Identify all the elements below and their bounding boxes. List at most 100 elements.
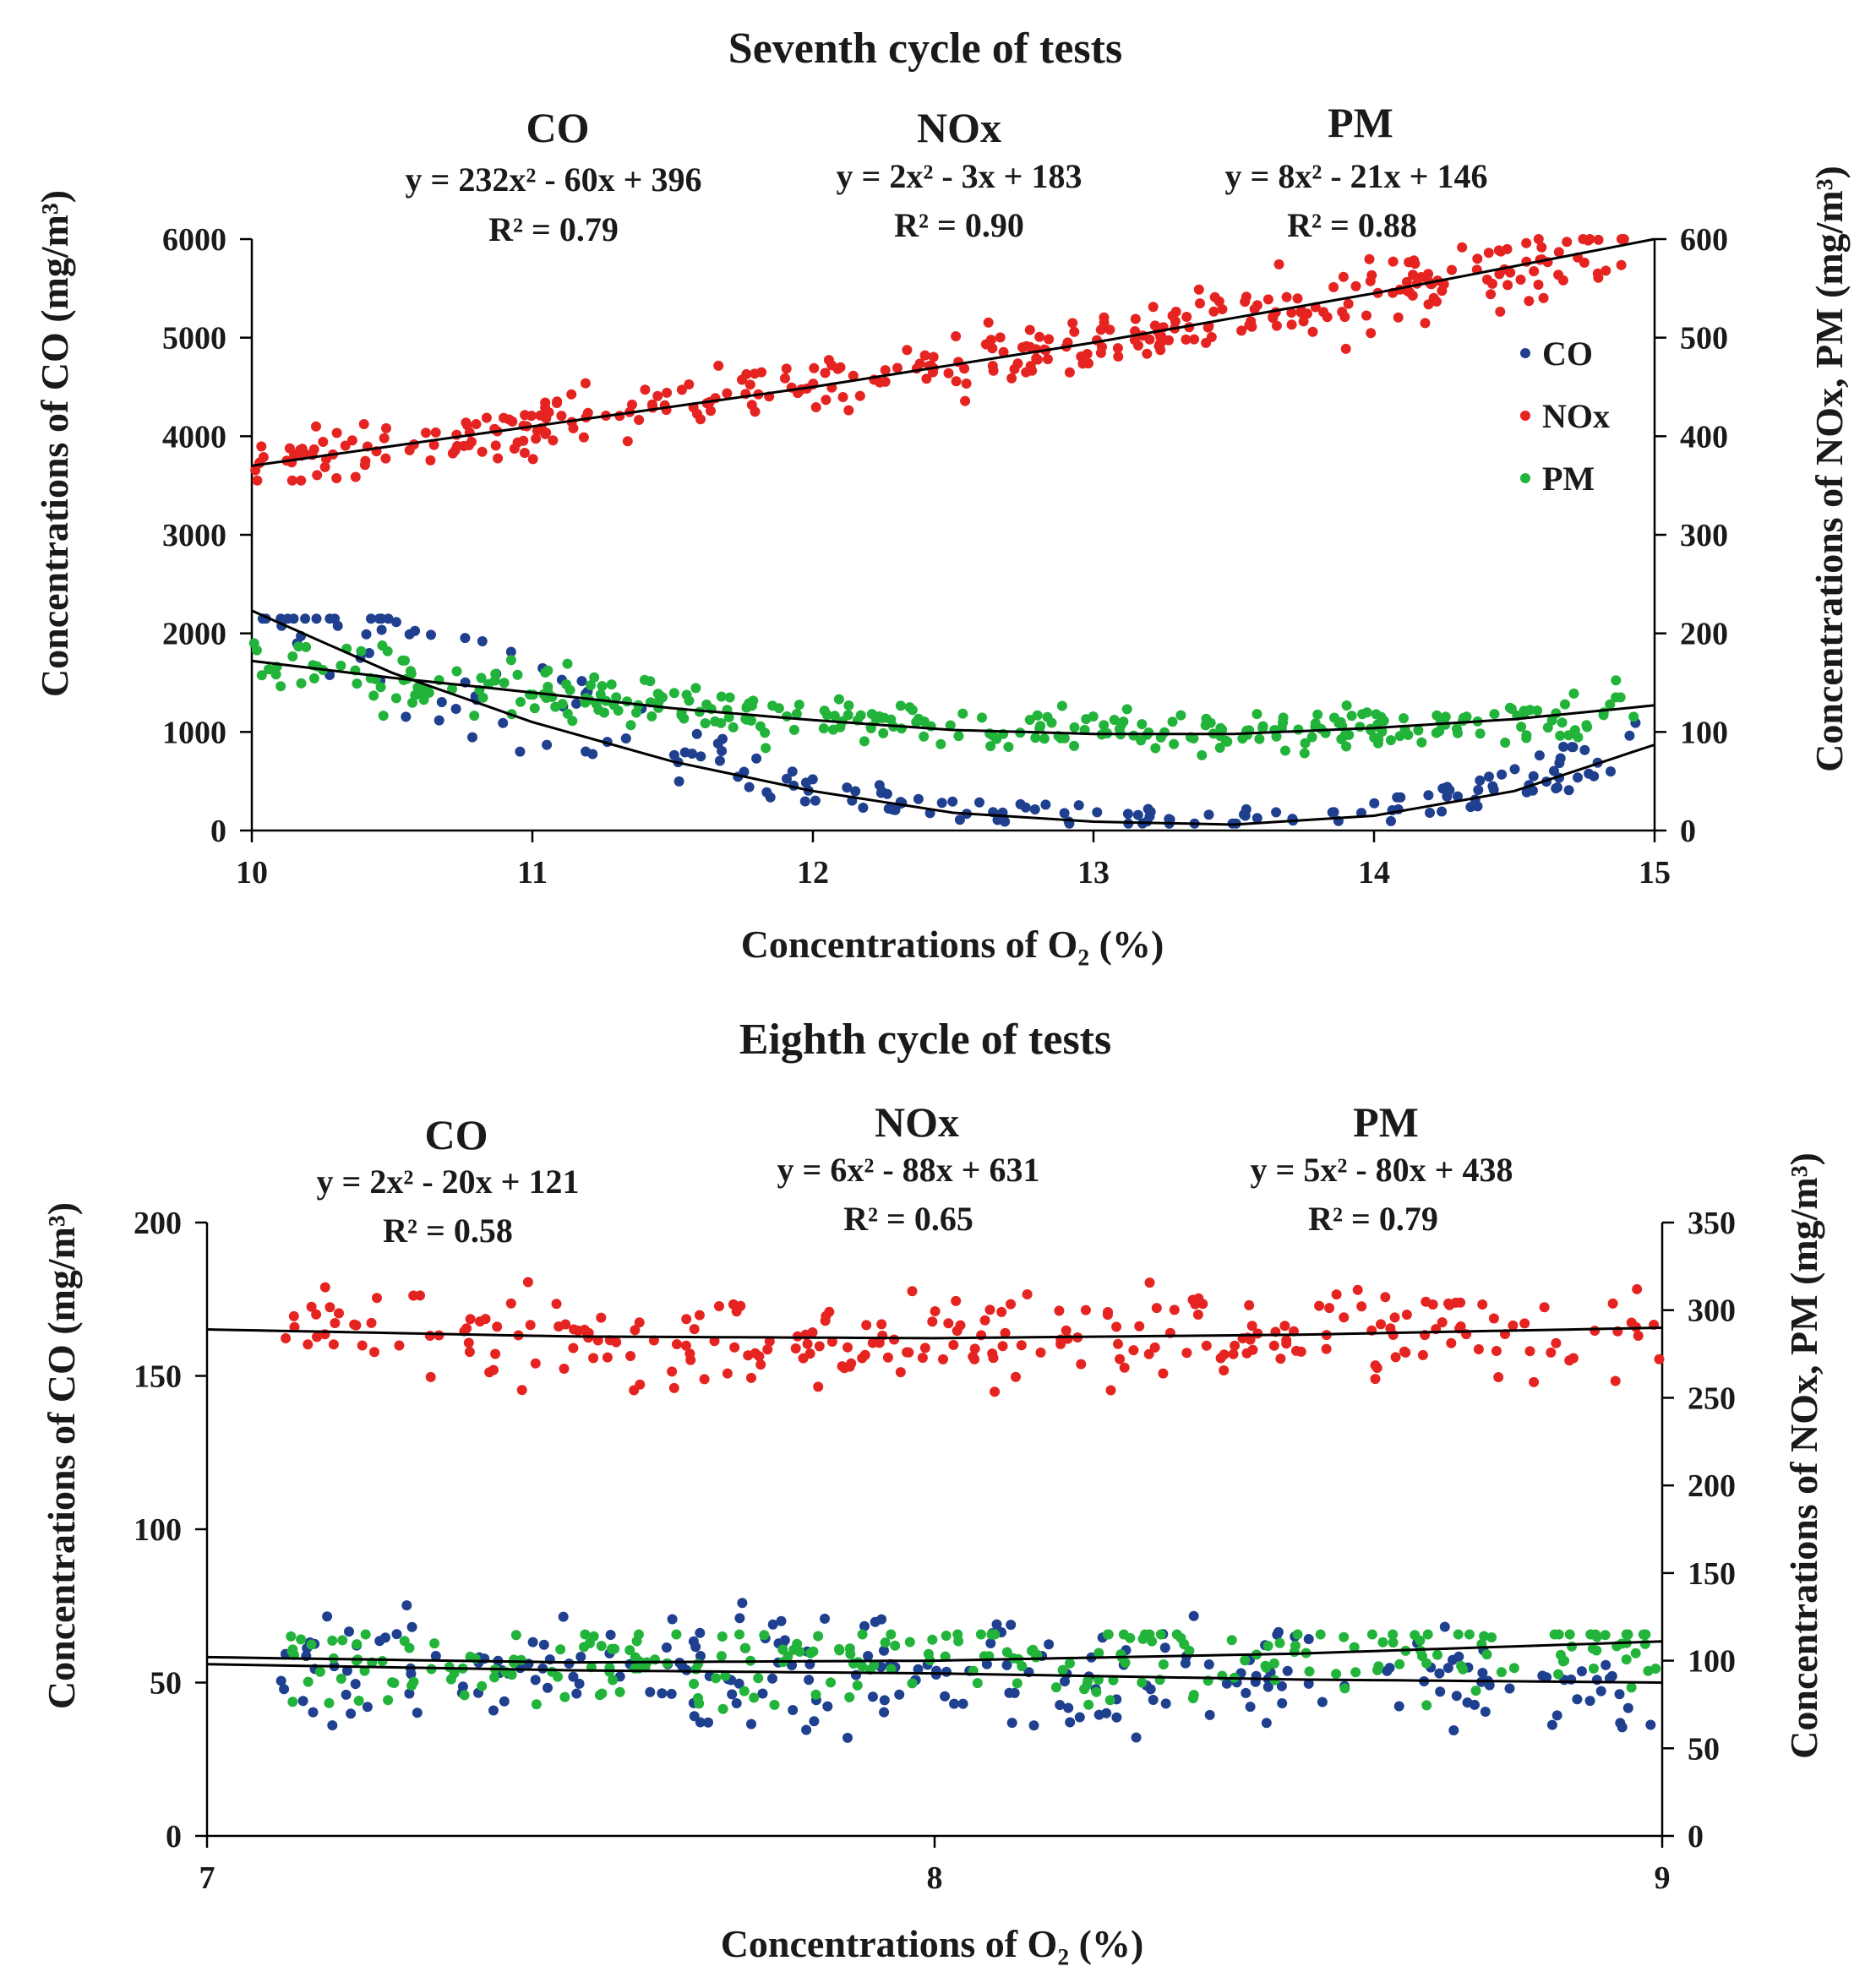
data-point-nox (566, 389, 577, 400)
data-point-co (1204, 1709, 1215, 1720)
data-point-co (985, 1638, 996, 1648)
data-point-nox (1488, 1313, 1499, 1324)
data-point-pm (886, 1629, 897, 1640)
data-point-co (575, 1652, 586, 1662)
data-point-nox (754, 1351, 765, 1362)
data-point-nox (1042, 354, 1053, 365)
data-point-pm (1120, 1658, 1131, 1668)
data-point-pm (360, 1629, 371, 1640)
data-point-pm (773, 703, 784, 714)
data-point-nox (548, 435, 559, 446)
data-point-nox (652, 390, 663, 401)
data-point-co (330, 613, 341, 624)
data-point-pm (1079, 1684, 1090, 1695)
data-point-nox (1292, 293, 1303, 304)
data-point-nox (1521, 237, 1532, 248)
data-point-nox (1423, 269, 1434, 280)
legend-marker-co (1520, 348, 1530, 358)
data-point-nox (1201, 337, 1212, 348)
data-point-nox (330, 1318, 341, 1328)
data-point-pm (919, 731, 930, 742)
data-point-pm (1475, 728, 1486, 739)
data-point-co (782, 773, 792, 784)
data-point-pm (596, 1641, 607, 1652)
data-point-nox (1031, 353, 1042, 364)
data-point-pm (652, 689, 663, 700)
data-point-nox (987, 361, 998, 371)
data-point-pm (580, 1629, 591, 1640)
data-point-pm (1059, 733, 1070, 743)
data-point-pm (990, 1629, 1001, 1640)
data-point-pm (1350, 1667, 1361, 1678)
data-point-pm (1274, 1637, 1285, 1648)
data-point-pm (389, 1678, 400, 1688)
data-point-co (894, 1689, 905, 1700)
data-point-co (727, 1689, 738, 1700)
data-point-co (1029, 804, 1040, 814)
data-point-nox (876, 1319, 887, 1330)
data-point-co (1252, 813, 1262, 824)
data-point-pm (1588, 1663, 1599, 1674)
data-point-pm (1569, 725, 1580, 736)
data-point-nox (903, 1347, 914, 1358)
data-point-co (363, 648, 374, 658)
data-point-pm (1556, 1649, 1566, 1660)
data-point-pm (352, 678, 363, 689)
data-point-co (1552, 782, 1562, 792)
data-point-nox (1111, 1321, 1122, 1332)
data-point-nox (369, 1347, 379, 1358)
data-point-co (346, 1708, 357, 1719)
data-point-nox (306, 1301, 317, 1312)
data-point-nox (288, 1310, 299, 1321)
data-point-pm (477, 692, 488, 703)
data-point-co (527, 1637, 538, 1648)
data-point-pm (465, 1651, 476, 1662)
data-point-pm (1289, 1647, 1300, 1658)
data-point-pm (377, 1656, 388, 1666)
data-point-nox (1298, 316, 1309, 327)
data-point-pm (1339, 1683, 1350, 1694)
data-point-nox (1324, 1303, 1335, 1314)
data-point-co (949, 1698, 960, 1709)
data-point-pm (1093, 1648, 1104, 1658)
data-point-nox (1338, 271, 1349, 282)
data-point-nox (588, 1353, 599, 1364)
data-point-pm (1553, 1669, 1564, 1680)
data-point-nox (477, 446, 488, 457)
data-point-nox (488, 1364, 499, 1375)
data-point-co (538, 1639, 549, 1650)
data-point-pm (791, 709, 802, 719)
data-point-nox (1024, 324, 1035, 335)
data-point-nox (1401, 276, 1412, 287)
data-point-nox (1401, 1310, 1412, 1320)
data-point-co (954, 814, 965, 825)
data-point-nox (1533, 234, 1544, 244)
data-point-co (1537, 1670, 1548, 1681)
data-point-nox (1148, 302, 1159, 313)
data-point-nox (328, 1339, 339, 1350)
data-point-pm (813, 1631, 824, 1642)
data-point-pm (880, 1637, 891, 1648)
data-point-pm (356, 645, 367, 656)
data-point-nox (1331, 1289, 1342, 1300)
data-point-pm (1496, 1667, 1507, 1678)
data-point-pm (1125, 1632, 1136, 1643)
data-point-co (1015, 798, 1026, 809)
data-point-pm (1128, 730, 1139, 741)
data-point-nox (728, 1299, 739, 1310)
data-point-co (1442, 1663, 1453, 1674)
data-point-nox (464, 1347, 475, 1358)
data-point-pm (1056, 700, 1067, 711)
x-tick-label: 10 (236, 855, 268, 891)
y2-tick-label: 300 (1680, 518, 1728, 553)
data-point-nox (1493, 245, 1504, 256)
data-point-pm (749, 1692, 760, 1703)
data-point-pm (1568, 688, 1579, 699)
data-point-pm (972, 1678, 983, 1689)
data-point-co (717, 745, 728, 756)
data-point-co (1439, 1621, 1450, 1632)
data-point-co (1437, 806, 1448, 817)
data-point-nox (580, 378, 591, 389)
data-point-co (1393, 1701, 1404, 1712)
data-point-pm (1399, 713, 1409, 724)
